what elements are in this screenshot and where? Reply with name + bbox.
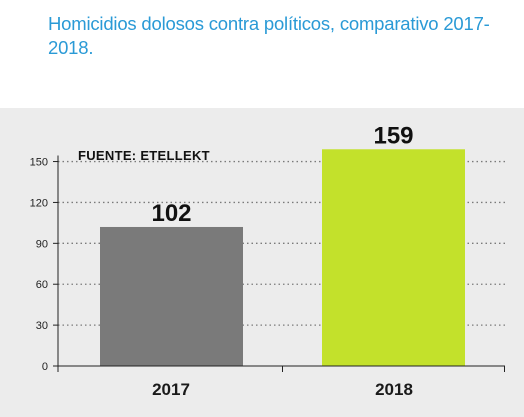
x-axis-categories: 2017 2018 — [57, 366, 505, 399]
y-tick-label-60: 60 — [36, 279, 48, 291]
y-tick-label-90: 90 — [36, 238, 48, 250]
data-label-2018: 159 — [373, 122, 413, 149]
chart-title: Homicidios dolosos contra políticos, com… — [48, 13, 490, 58]
y-tick-label-150: 150 — [30, 157, 48, 169]
y-axis-ticks: 0 30 60 90 120 150 — [30, 157, 58, 373]
y-tick-label-120: 120 — [30, 197, 48, 209]
x-category-label-2018: 2018 — [375, 380, 413, 399]
y-tick-label-0: 0 — [42, 361, 48, 373]
source-annotation: FUENTE: ETELLEKT — [78, 148, 210, 163]
bar-2018 — [322, 149, 465, 366]
bar-2017 — [100, 226, 243, 366]
x-category-label-2017: 2017 — [152, 380, 190, 399]
y-tick-label-30: 30 — [36, 320, 48, 332]
bars — [100, 149, 465, 366]
data-label-2017: 102 — [151, 200, 191, 227]
data-labels: 102 159 — [151, 122, 413, 227]
